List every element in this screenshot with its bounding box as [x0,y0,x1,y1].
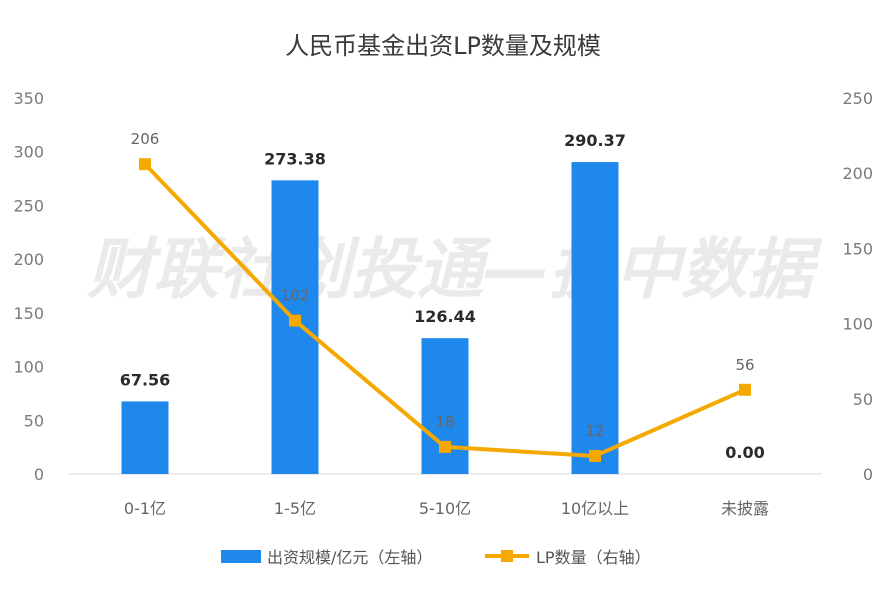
line-point [439,440,451,453]
left-tick-label: 200 [13,250,44,269]
right-tick-label: 200 [842,164,873,183]
right-tick-label: 100 [842,315,873,334]
line-point [289,314,301,327]
bar [421,338,469,474]
line-point [589,449,601,462]
line-value-label: 12 [585,422,604,440]
bar-value-label: 67.56 [120,370,171,389]
line-value-label: 56 [735,356,754,374]
left-tick-label: 50 [24,411,44,430]
bar-value-label: 126.44 [414,307,476,326]
right-tick-label: 50 [853,390,873,409]
legend-bar-swatch [221,550,261,563]
line-series: 206 102 18 12 56 [131,130,755,462]
bar [121,401,169,474]
right-tick-label: 0 [863,465,873,484]
left-tick-label: 0 [34,465,44,484]
left-tick-label: 350 [13,89,44,108]
category-label: 5-10亿 [419,499,471,518]
left-tick-label: 250 [13,196,44,215]
line-point [739,383,751,396]
left-tick-label: 300 [13,143,44,162]
category-label: 1-5亿 [274,499,316,518]
legend-bar-label: 出资规模/亿元（左轴） [267,548,432,567]
category-label: 10亿以上 [561,499,629,518]
category-label: 未披露 [721,499,769,518]
left-tick-label: 100 [13,358,44,377]
legend-line-label: LP数量（右轴） [536,548,651,567]
legend-line-marker [501,550,513,562]
line-value-label: 18 [435,413,454,431]
line-value-label: 102 [281,287,310,305]
bar [571,162,619,474]
right-axis-ticks: 0 50 100 150 200 250 [842,89,873,484]
watermark-text: 财联社创投通—执中数据 [87,231,823,308]
bar-value-label: 290.37 [564,131,626,150]
bar-value-label: 273.38 [264,149,326,168]
category-label: 0-1亿 [124,499,166,518]
bar-series: 67.56 273.38 126.44 290.37 0.00 [120,131,765,474]
legend: 出资规模/亿元（左轴） LP数量（右轴） [221,548,651,567]
category-labels: 0-1亿 1-5亿 5-10亿 10亿以上 未披露 [124,499,769,518]
right-tick-label: 150 [842,239,873,258]
chart-title: 人民币基金出资LP数量及规模 [285,32,601,60]
line-point [139,158,151,171]
left-tick-label: 150 [13,304,44,323]
left-axis-ticks: 0 50 100 150 200 250 300 350 [13,89,44,484]
bar [271,180,319,474]
bar-value-label: 0.00 [725,443,764,462]
line-value-label: 206 [131,130,160,148]
right-tick-label: 250 [842,89,873,108]
